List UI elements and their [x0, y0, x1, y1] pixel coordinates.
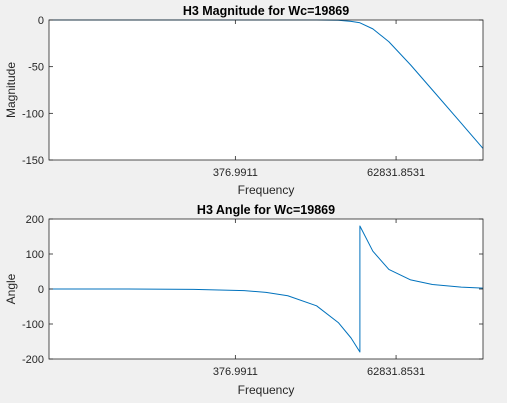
- magnitude-y-tick-label: -50: [28, 62, 44, 74]
- magnitude-x-tick-label: 62831.8531: [367, 167, 425, 179]
- angle-y-tick-label: 0: [38, 284, 44, 296]
- magnitude-xlabel: Frequency: [238, 183, 295, 197]
- magnitude-title: H3 Magnitude for Wc=19869: [183, 4, 349, 18]
- magnitude-y-tick-label: -100: [22, 108, 44, 120]
- angle-y-tick-label: 200: [26, 214, 44, 226]
- angle-y-tick-label: -200: [22, 354, 44, 366]
- angle-y-tick-label: -100: [22, 319, 44, 331]
- angle-x-tick-label: 62831.8531: [367, 366, 425, 378]
- angle-subplot: 200 100 0 -100 -200 376.9911 62831.8531 H3 An…: [4, 203, 483, 397]
- magnitude-y-tick-label: -150: [22, 155, 44, 167]
- magnitude-y-tick-label: 0: [38, 15, 44, 27]
- magnitude-ylabel: Magnitude: [4, 62, 18, 118]
- magnitude-subplot: 0 -50 -100 -150 376.9911 62831.8531 H3 Magni…: [4, 4, 483, 197]
- angle-y-tick-label: 100: [26, 249, 44, 261]
- angle-x-tick-label: 376.9911: [213, 366, 258, 378]
- angle-xlabel: Frequency: [238, 383, 295, 397]
- magnitude-x-tick-label: 376.9911: [213, 167, 258, 179]
- angle-title: H3 Angle for Wc=19869: [197, 203, 335, 217]
- magnitude-axes-background: [49, 20, 483, 160]
- angle-ylabel: Angle: [4, 273, 18, 304]
